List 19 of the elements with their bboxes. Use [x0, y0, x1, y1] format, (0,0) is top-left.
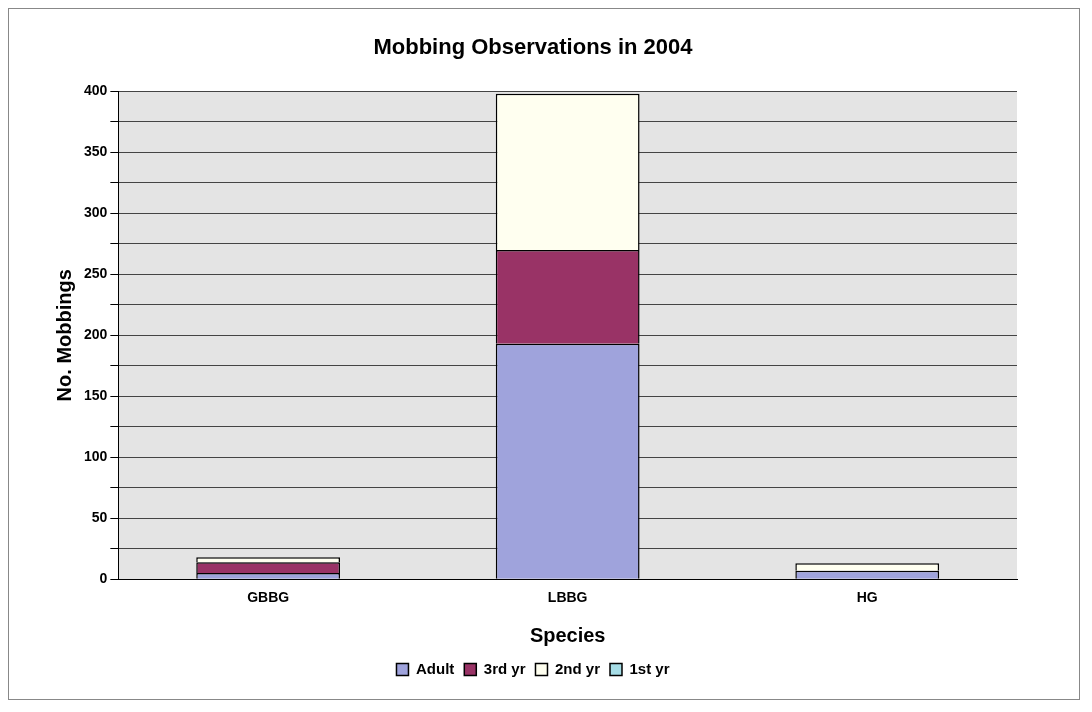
- legend-label: 2nd yr: [554, 659, 601, 677]
- x-tick-label: GBBG: [247, 589, 290, 606]
- y-tick-label: 100: [84, 448, 108, 465]
- y-tick-label: 150: [84, 387, 108, 404]
- y-tick-label: 250: [84, 265, 108, 282]
- legend-label: Adult: [415, 659, 455, 677]
- y-tick-label: 400: [84, 82, 108, 99]
- legend-label: 3rd yr: [483, 659, 526, 677]
- y-tick-label: 300: [84, 204, 108, 221]
- y-tick-label: 0: [99, 570, 108, 587]
- x-axis-title: Species: [529, 623, 606, 646]
- y-tick-label: 50: [91, 509, 108, 526]
- x-tick-label: HG: [856, 589, 878, 606]
- y-axis-title: No. Mobbings: [52, 269, 75, 402]
- y-tick-label: 350: [84, 143, 108, 160]
- y-tick-label: 200: [84, 326, 108, 343]
- legend-label: 1st yr: [629, 659, 670, 677]
- chart-title: Mobbing Observations in 2004: [373, 34, 694, 60]
- x-tick-label: LBBG: [547, 589, 588, 606]
